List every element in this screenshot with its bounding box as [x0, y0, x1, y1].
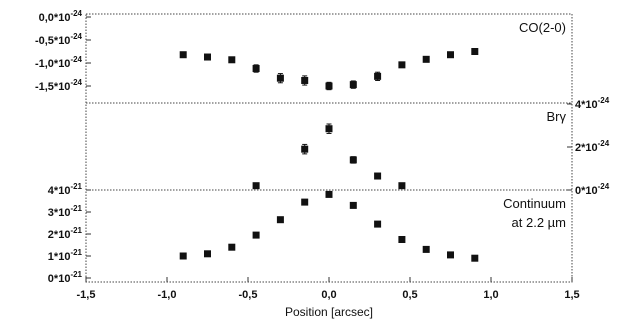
- data-point-top: [252, 65, 260, 73]
- x-tick-label: 1,0: [483, 289, 498, 301]
- data-point-top: [471, 48, 479, 55]
- text-labels: -1,5 -1,0 -0,5 0,0 0,5 1,0 1,5 Position [arcsec…: [35, 9, 610, 319]
- data-point-top: [228, 56, 236, 64]
- panel-label-bottom: Continuum: [503, 196, 566, 211]
- y-tick-label: 2*10-21: [48, 226, 83, 241]
- x-tick-label: -1,5: [77, 289, 96, 301]
- data-point-middle: [252, 182, 260, 190]
- data-point-top: [422, 55, 430, 63]
- data-point-top: [179, 51, 187, 59]
- x-tick-label: 1,5: [564, 289, 579, 301]
- data-point-bottom: [276, 216, 284, 224]
- data-point-bottom: [374, 220, 382, 228]
- data-point-top: [349, 81, 357, 89]
- data-point-top: [204, 53, 211, 61]
- x-tick-label: -1,0: [158, 289, 177, 301]
- y-tick-label: 0*10-21: [48, 270, 83, 285]
- data-point-middle: [374, 172, 382, 180]
- x-axis-title: Position [arcsec]: [285, 305, 373, 319]
- data-point-top: [276, 74, 284, 82]
- data-point-bottom: [349, 201, 357, 209]
- y-tick-label: -0,5*10-24: [35, 32, 83, 47]
- y-tick-label: 4*10-24: [575, 96, 610, 111]
- data-point-middle: [325, 125, 333, 133]
- y-tick-label: -1,5*10-24: [35, 78, 83, 93]
- x-tick-label: 0,5: [402, 289, 417, 301]
- data-point-bottom: [398, 236, 406, 243]
- data-point-bottom: [325, 190, 333, 198]
- y-tick-label: 2*10-24: [575, 139, 610, 154]
- data-point-bottom: [447, 251, 454, 259]
- panel-dividers: [86, 102, 572, 191]
- y-tick-label: 3*10-21: [48, 204, 83, 219]
- data-point-middle: [398, 182, 406, 190]
- panel-label-top: CO(2-0): [519, 20, 566, 35]
- y-tick-label: -1,0*10-24: [35, 55, 83, 70]
- y-tick-label: 0,0*10-24: [39, 9, 83, 24]
- data-point-top: [325, 82, 333, 90]
- data-point-middle: [301, 145, 309, 153]
- y-tick-label: 0*10-24: [575, 182, 610, 197]
- data-point-bottom: [204, 250, 211, 258]
- data-point-top: [447, 51, 454, 59]
- data-point-bottom: [179, 252, 187, 260]
- plot-border: [85, 13, 573, 283]
- data-point-top: [398, 61, 406, 69]
- data-point-top: [374, 72, 382, 80]
- panel-label-middle: Brγ: [547, 109, 567, 124]
- x-tick-label: -0,5: [239, 289, 258, 301]
- data-point-middle: [349, 156, 357, 164]
- x-tick-label: 0,0: [321, 289, 336, 301]
- data-point-bottom: [228, 243, 236, 251]
- data-points: [179, 48, 479, 262]
- plot-frame: [85, 13, 573, 283]
- data-point-bottom: [252, 231, 260, 239]
- data-point-bottom: [422, 245, 430, 253]
- data-point-top: [301, 76, 309, 84]
- axis-ticks: [85, 16, 573, 282]
- panel-label-bottom-line2: at 2.2 µm: [512, 215, 566, 230]
- data-point-bottom: [471, 254, 479, 262]
- y-tick-label: 1*10-21: [48, 248, 83, 263]
- y-tick-label: 4*10-21: [48, 182, 83, 197]
- data-point-bottom: [301, 198, 309, 206]
